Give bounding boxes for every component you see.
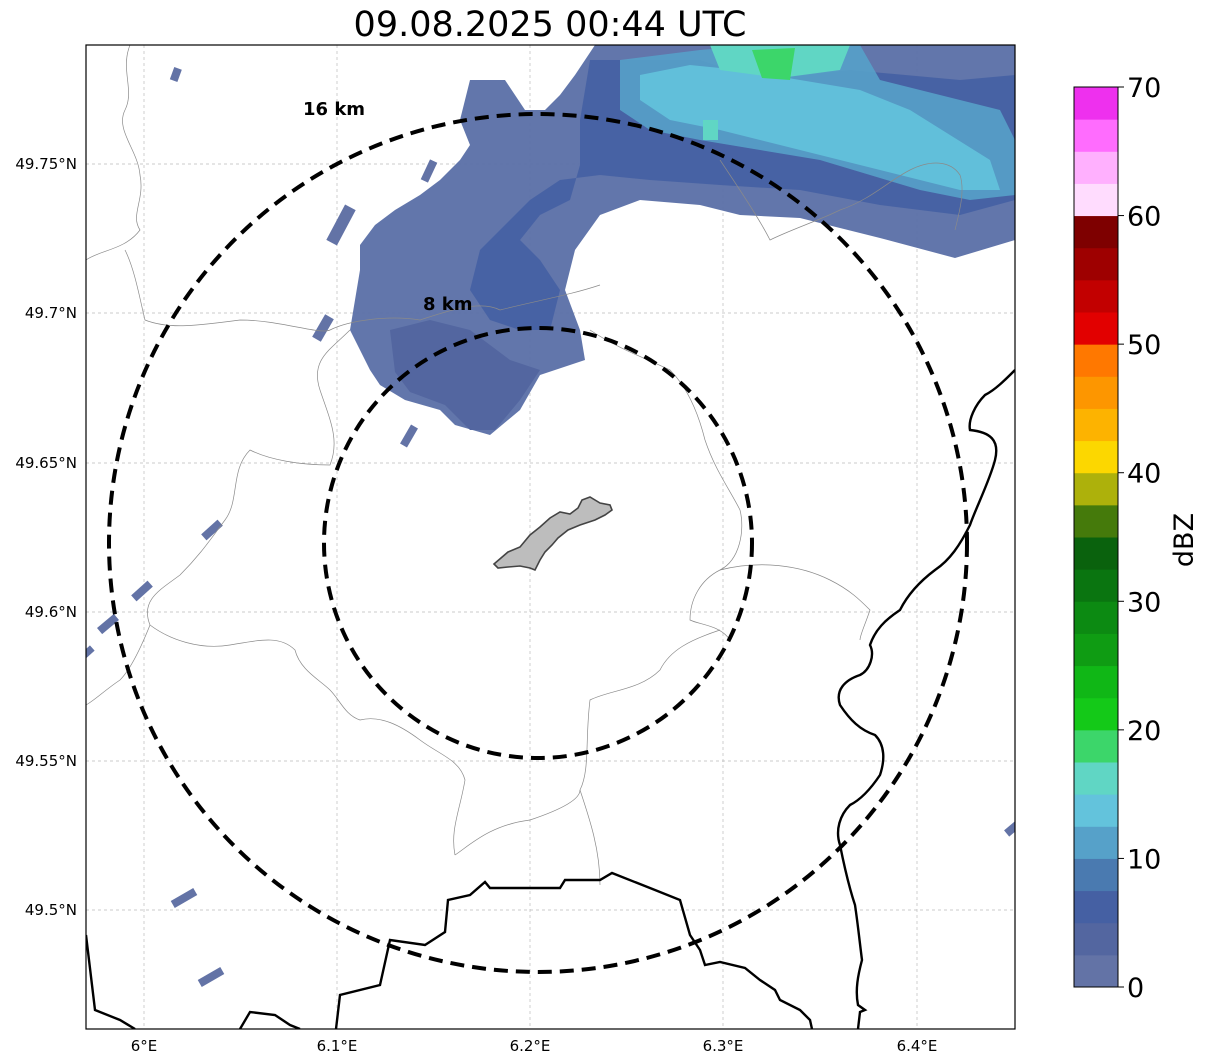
echo-cell [97,613,119,635]
echo-green-patch [752,48,795,80]
lat-tick-label: 49.75°N [15,155,77,173]
colorbar-segment [1074,601,1118,634]
colorbar-tick-label: 50 [1127,330,1161,361]
colorbar-segment [1074,890,1118,924]
colorbar-segment [1074,954,1118,988]
radar-echoes [86,45,1015,987]
lat-tick-label: 49.55°N [15,752,77,770]
colorbar-segment [1074,215,1118,249]
range-ring-8km [322,326,754,760]
colorbar-segment [1074,762,1118,795]
lon-tick-label: 6.1°E [317,1037,358,1055]
echo-band-lighter [640,65,1000,190]
colorbar-segment [1074,408,1118,442]
echo-cyan-cell [703,120,718,140]
lon-tick-label: 6.2°E [510,1037,551,1055]
colorbar-tick-label: 30 [1127,587,1161,618]
colorbar-segment [1074,440,1118,474]
colorbar-segment [1074,729,1118,763]
colorbar-segment [1074,472,1118,506]
colorbar-segment [1074,87,1118,120]
colorbar-tick-label: 10 [1127,844,1161,875]
echo-cell [131,580,153,602]
colorbar-segment [1074,183,1118,217]
echo-cell [312,314,334,342]
echo-cell [201,519,223,541]
lon-tick-label: 6.3°E [703,1037,744,1055]
colorbar-segment [1074,247,1118,281]
colorbar-segment [1074,312,1118,345]
lat-tick-label: 49.6°N [25,603,77,621]
colorbar-segment [1074,119,1118,152]
echo-cell [420,159,438,183]
colorbar-segment [1074,697,1118,731]
echo-lower-block [390,320,540,430]
range-ring-label-16km: 16 km [303,99,365,120]
range-rings [107,112,969,974]
colorbar-segment [1074,794,1118,827]
colorbar-segment [1074,826,1118,859]
colorbar-segment [1074,633,1118,667]
colorbar-segment [1074,344,1118,377]
echo-cell [326,204,356,246]
colorbar-segment [1074,504,1118,538]
echo-cell [1004,821,1015,837]
colorbar-label: dBZ [1169,513,1200,567]
echo-cell [169,66,182,82]
colorbar-tick-label: 40 [1127,459,1161,490]
lat-tick-label: 49.5°N [25,901,77,919]
colorbar-segment [1074,665,1118,699]
echo-cell [400,424,418,448]
colorbar-tick-label: 70 [1127,73,1161,104]
colorbar-frame [1073,86,1119,988]
colorbar-ticks: 0 10 20 30 40 50 60 70 [1118,73,1161,1004]
admin-boundaries [86,45,963,886]
colorbar-segment [1074,858,1118,892]
country-borders [86,369,1015,1029]
colorbar-segment [1074,569,1118,602]
colorbar-tick-label: 0 [1127,973,1144,1004]
lat-tick-label: 49.65°N [15,454,77,472]
colorbar-segment [1074,151,1118,184]
colorbar-tick-label: 20 [1127,716,1161,747]
city-outline [492,496,613,572]
colorbar-segment [1074,376,1118,409]
colorbar-segment [1074,279,1118,313]
lat-tick-label: 49.7°N [25,304,77,322]
colorbar-tick-label: 60 [1127,202,1161,233]
lon-tick-label: 6.4°E [897,1037,938,1055]
range-ring-16km [107,112,969,974]
lon-tick-label: 6°E [131,1037,158,1055]
colorbar-segments [1074,87,1118,988]
colorbar-segment [1074,537,1118,570]
echo-cell [170,888,198,908]
colorbar-segment [1074,922,1118,956]
map-title: 09.08.2025 00:44 UTC [353,5,747,45]
range-ring-label-8km: 8 km [423,294,473,315]
map-frame [85,44,1016,1030]
echo-cell [197,967,225,987]
